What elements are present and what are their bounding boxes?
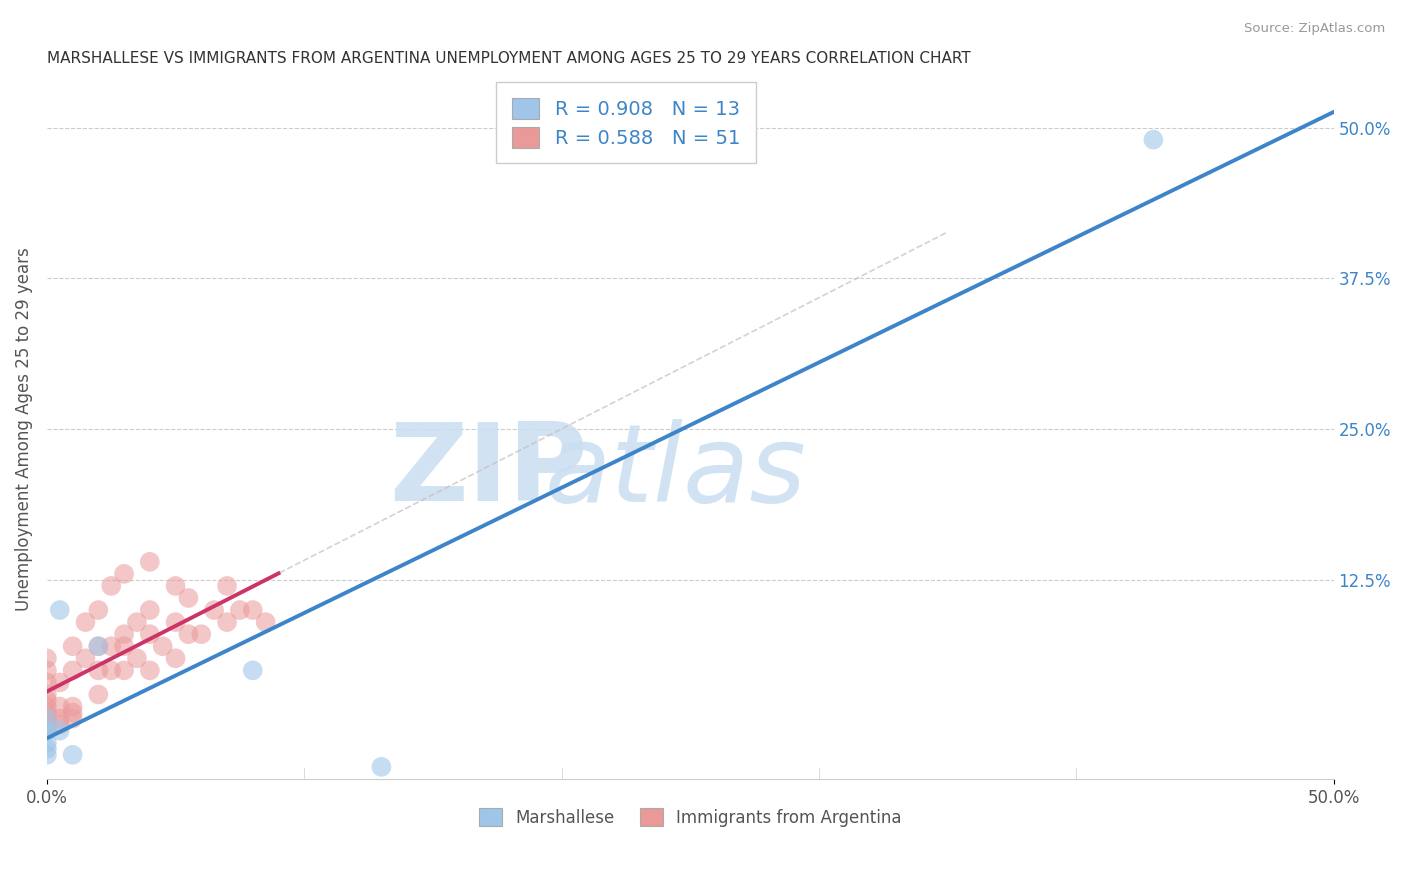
Text: atlas: atlas: [544, 418, 806, 524]
Point: [35, 747, 58, 762]
Point: [242, 664, 264, 678]
Point: [62, 639, 84, 653]
Point: [62, 664, 84, 678]
Point: [35, 675, 58, 690]
Point: [35, 706, 58, 720]
Point: [35, 664, 58, 678]
Point: [100, 664, 122, 678]
Point: [112, 639, 135, 653]
Point: [75, 615, 97, 629]
Point: [112, 566, 135, 581]
Point: [62, 712, 84, 726]
Point: [139, 627, 162, 641]
Point: [62, 706, 84, 720]
Point: [87, 639, 110, 653]
Point: [87, 603, 110, 617]
Text: MARSHALLESE VS IMMIGRANTS FROM ARGENTINA UNEMPLOYMENT AMONG AGES 25 TO 29 YEARS : MARSHALLESE VS IMMIGRANTS FROM ARGENTINA…: [46, 51, 970, 66]
Point: [242, 603, 264, 617]
Point: [35, 712, 58, 726]
Point: [87, 664, 110, 678]
Point: [35, 693, 58, 707]
Text: Source: ZipAtlas.com: Source: ZipAtlas.com: [1244, 22, 1385, 36]
Legend: Marshallese, Immigrants from Argentina: Marshallese, Immigrants from Argentina: [472, 802, 908, 833]
Point: [35, 712, 58, 726]
Point: [177, 627, 200, 641]
Point: [35, 699, 58, 714]
Point: [125, 615, 148, 629]
Point: [1142, 133, 1164, 147]
Point: [35, 741, 58, 756]
Point: [35, 723, 58, 738]
Point: [49, 723, 72, 738]
Point: [35, 723, 58, 738]
Point: [139, 555, 162, 569]
Point: [35, 651, 58, 665]
Point: [100, 639, 122, 653]
Point: [112, 664, 135, 678]
Point: [49, 675, 72, 690]
Point: [202, 603, 225, 617]
Point: [100, 579, 122, 593]
Point: [215, 579, 238, 593]
Point: [177, 591, 200, 605]
Point: [35, 723, 58, 738]
Point: [35, 736, 58, 750]
Point: [370, 760, 392, 774]
Point: [49, 712, 72, 726]
Point: [139, 664, 162, 678]
Y-axis label: Unemployment Among Ages 25 to 29 years: Unemployment Among Ages 25 to 29 years: [15, 247, 32, 611]
Point: [190, 627, 212, 641]
Point: [35, 717, 58, 731]
Point: [139, 603, 162, 617]
Point: [112, 627, 135, 641]
Point: [165, 651, 187, 665]
Point: [49, 699, 72, 714]
Point: [75, 651, 97, 665]
Text: ZIP: ZIP: [389, 418, 588, 524]
Point: [152, 639, 174, 653]
Point: [62, 699, 84, 714]
Point: [254, 615, 277, 629]
Point: [35, 688, 58, 702]
Point: [165, 615, 187, 629]
Point: [49, 717, 72, 731]
Point: [62, 747, 84, 762]
Point: [165, 579, 187, 593]
Point: [125, 651, 148, 665]
Point: [229, 603, 252, 617]
Point: [49, 603, 72, 617]
Point: [87, 688, 110, 702]
Point: [215, 615, 238, 629]
Point: [87, 639, 110, 653]
